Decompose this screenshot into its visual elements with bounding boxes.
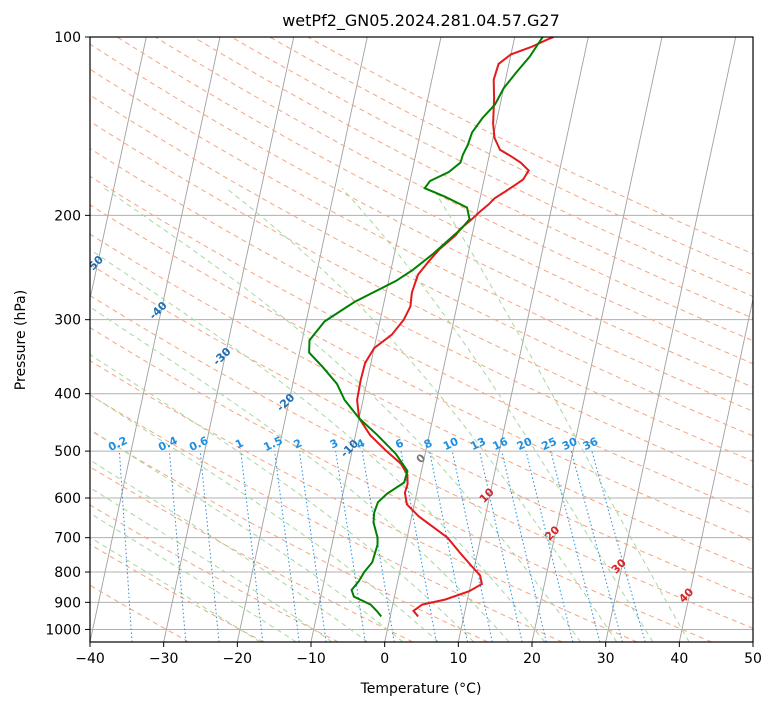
y-axis-title: Pressure (hPa) (13, 290, 29, 390)
mixing-ratio-line (274, 451, 300, 642)
moist-adiabat-line (103, 187, 582, 642)
mixing-ratio-line (451, 450, 493, 642)
dry-adiabat-line (90, 429, 488, 642)
moist-adiabat-line (225, 187, 618, 642)
mixing-ratio-label: 10 (441, 435, 461, 453)
y-tick-label: 400 (54, 387, 81, 403)
dry-adiabat-line (90, 327, 712, 642)
isotherm-gridline (163, 37, 295, 642)
x-tick-label: 20 (523, 651, 541, 667)
axes: −40 −30 −20 −10 0 10 20 30 40 50 100 200 300 400 500 60… (45, 30, 762, 667)
mixing-ratio-line (429, 451, 468, 642)
moist-adiabat-line (90, 487, 333, 642)
y-tick-label: 600 (54, 491, 81, 507)
y-tick-label: 200 (54, 208, 81, 224)
x-tick-label: 40 (670, 651, 688, 667)
x-tick-label: 30 (597, 651, 615, 667)
x-tick-label: −30 (149, 651, 179, 667)
moist-adiabat-line (90, 536, 261, 642)
mixing-ratio-line (570, 450, 623, 642)
x-tick-label: 0 (380, 651, 389, 667)
mixing-ratio-line (400, 451, 437, 642)
dewpoint-profile-line (308, 37, 544, 618)
dry-adiabat-line (90, 94, 753, 437)
moist-adiabat-line (90, 428, 404, 642)
moist-adiabat-line (90, 354, 475, 642)
dry-adiabat-line (90, 120, 753, 462)
x-tick-label: −20 (223, 651, 253, 667)
x-tick-label: 10 (449, 651, 467, 667)
mixing-ratio-label: 13 (468, 435, 487, 453)
mixing-ratio-line (240, 451, 264, 642)
mixing-ratio-label: 16 (491, 435, 511, 453)
moist-adiabat-line (90, 248, 546, 642)
isotherm-gridline (90, 37, 221, 642)
y-tick-label: 500 (54, 444, 81, 460)
mixing-ratio-line (335, 451, 366, 642)
dry-adiabat-line (307, 37, 753, 255)
dry-adiabat-line (90, 233, 753, 570)
isotherm-gridline (457, 37, 589, 642)
mixing-ratio-label: 20 (515, 435, 535, 453)
moist-adiabat-line (90, 306, 510, 642)
mixing-ratio-line (361, 451, 395, 642)
mixing-ratio-line (550, 450, 601, 642)
mixing-ratio-line (525, 450, 574, 642)
dry-adiabat-line (154, 37, 753, 342)
y-tick-label: 900 (54, 595, 81, 611)
mixing-ratio-label: 30 (560, 435, 580, 453)
isotherm-gridline (605, 37, 737, 642)
isotherm-gridline (90, 37, 147, 302)
dry-adiabat-line (90, 204, 753, 542)
isotherm-gridline (236, 37, 368, 642)
moist-adiabat-line (341, 187, 654, 642)
x-tick-label: −40 (75, 651, 105, 667)
mixing-ratio-line (591, 450, 646, 642)
plot-area: 0.10.20.40.611.52346810131620253036-100-… (90, 37, 753, 642)
dry-adiabat-line (193, 37, 753, 319)
moist-adiabat-line (432, 187, 690, 642)
mixing-ratio-line (298, 451, 327, 642)
isotherm-gridline (310, 37, 442, 642)
x-axis-title: Temperature (°C) (360, 681, 482, 697)
isotherm-gridline (384, 37, 516, 642)
y-tick-label: 1000 (45, 622, 81, 638)
dry-adiabat-line (90, 68, 753, 412)
dry-adiabat-line (90, 294, 753, 629)
mixing-ratio-line (479, 450, 523, 642)
y-tick-label: 700 (54, 531, 81, 547)
y-tick-label: 800 (54, 565, 81, 581)
moist-adiabat-line (90, 394, 439, 642)
chart-title: wetPf2_GN05.2024.281.04.57.G27 (282, 11, 560, 31)
mixing-ratio-line (501, 450, 547, 642)
x-tick-label: 50 (744, 651, 762, 667)
plot-frame (89, 36, 754, 643)
dry-adiabat-line (90, 263, 753, 599)
y-tick-label: 100 (54, 30, 81, 46)
mixing-ratio-label: 36 (581, 435, 601, 453)
isotherm-gridline (678, 296, 753, 642)
dry-adiabat-line (90, 43, 753, 388)
isotherm-gridline (531, 37, 663, 642)
temperature-profile-line (356, 37, 555, 618)
y-tick-label: 300 (54, 313, 81, 329)
x-tick-label: −10 (296, 651, 326, 667)
mixing-ratio-label: 25 (539, 435, 558, 453)
